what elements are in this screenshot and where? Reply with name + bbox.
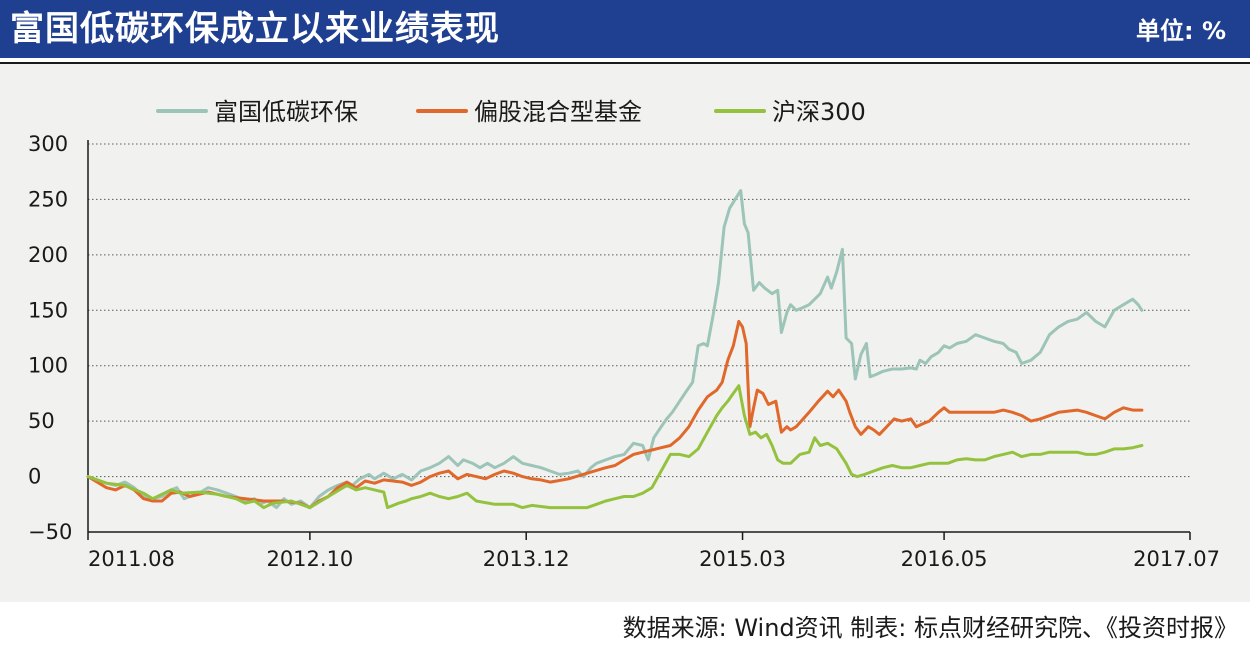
header-divider bbox=[0, 62, 1250, 64]
y-tick-label: 150 bbox=[28, 298, 68, 322]
line-chart: 300 250 200 150 100 50 0 −50 2011.08 2012.10 2013.… bbox=[28, 98, 1220, 571]
legend-label: 富国低碳环保 bbox=[214, 98, 358, 126]
page-title: 富国低碳环保成立以来业绩表现 bbox=[10, 9, 500, 49]
y-tick-label: 300 bbox=[28, 132, 68, 156]
x-tick-label: 2013.12 bbox=[483, 547, 570, 571]
x-tick-label: 2016.05 bbox=[901, 547, 988, 571]
source-note: 数据来源: Wind资讯 制表: 标点财经研究院、《投资时报》 bbox=[622, 614, 1238, 642]
legend-label: 沪深300 bbox=[772, 98, 866, 126]
x-tick-label: 2015.03 bbox=[699, 547, 786, 571]
y-tick-label: 250 bbox=[28, 187, 68, 211]
x-tick-label: 2011.08 bbox=[88, 547, 175, 571]
legend-label: 偏股混合型基金 bbox=[474, 98, 642, 126]
chart-panel: 300 250 200 150 100 50 0 −50 2011.08 2012.10 2013.… bbox=[0, 64, 1250, 602]
y-tick-label: 50 bbox=[28, 409, 55, 433]
y-tick-label: 200 bbox=[28, 243, 68, 267]
x-tick-label: 2012.10 bbox=[266, 547, 353, 571]
header-bar: 富国低碳环保成立以来业绩表现 单位: % bbox=[0, 0, 1250, 58]
series-line bbox=[86, 384, 1144, 510]
y-tick-label: −50 bbox=[28, 520, 72, 544]
y-tick-label: 0 bbox=[28, 465, 41, 489]
series-line bbox=[86, 319, 1144, 510]
y-tick-label: 100 bbox=[28, 354, 68, 378]
x-tick-label: 2017.07 bbox=[1133, 547, 1220, 571]
unit-label: 单位: % bbox=[1136, 17, 1226, 45]
